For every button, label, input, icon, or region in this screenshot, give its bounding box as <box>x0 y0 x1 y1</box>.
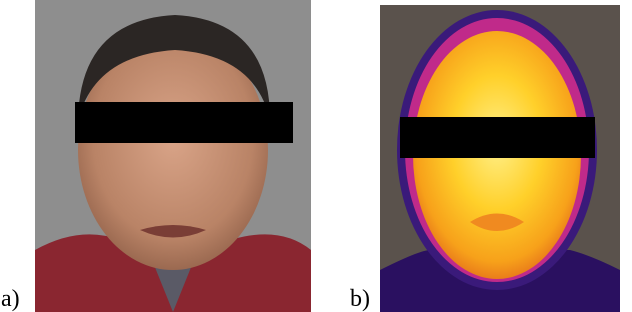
page: a) b) (() => { const data = JSON.parse(d… <box>0 0 632 312</box>
panel-label: b) <box>350 286 370 312</box>
eye-bar <box>75 102 293 143</box>
photo-panel <box>35 0 311 312</box>
thermal-panel <box>380 5 620 312</box>
panel-label: a) <box>1 286 20 312</box>
eye-bar <box>400 117 595 158</box>
figure: a) b) <box>0 0 632 312</box>
